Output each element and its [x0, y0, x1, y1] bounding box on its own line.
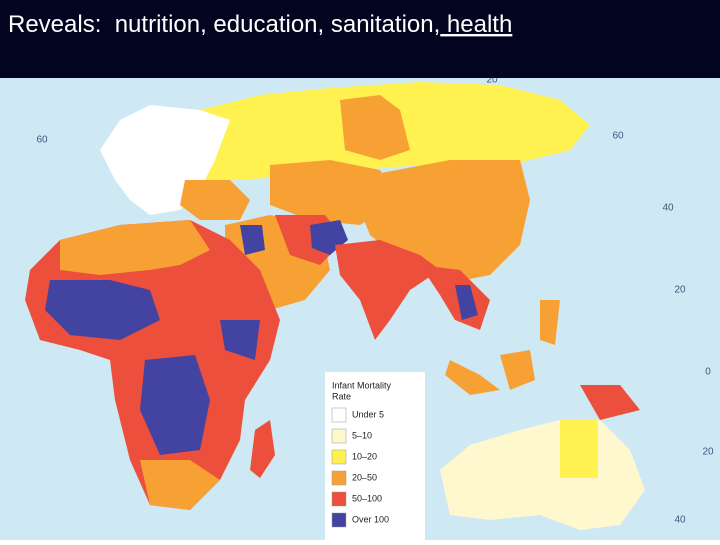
latitude-label: 20	[674, 285, 686, 296]
region	[340, 95, 410, 160]
latitude-label: 20	[486, 75, 498, 86]
legend-title: Infant Mortality	[332, 380, 392, 390]
latitude-label: 20	[702, 447, 714, 458]
legend-label: 5–10	[352, 430, 372, 440]
region	[45, 280, 160, 340]
legend-swatch	[331, 407, 347, 423]
legend-label: 10–20	[352, 451, 377, 461]
legend-swatch	[331, 449, 347, 465]
header: Reveals: nutrition, education, sanitatio…	[0, 0, 720, 78]
legend-label: 20–50	[352, 472, 377, 482]
legend-swatch	[331, 512, 347, 528]
legend-label: 50–100	[352, 493, 382, 503]
header-title: Reveals: nutrition, education, sanitatio…	[8, 11, 440, 38]
legend-items: Under 5 5–10 10–20 20–50 50–100 Over 100	[331, 407, 389, 528]
legend-swatch	[331, 470, 347, 486]
region	[445, 360, 500, 395]
region	[540, 300, 560, 345]
region	[240, 225, 265, 255]
legend-label: Over 100	[352, 514, 389, 524]
latitude-label: 0	[705, 367, 711, 378]
latitude-label: 40	[662, 203, 674, 214]
legend-title: Rate	[332, 391, 351, 401]
region	[60, 220, 210, 275]
region	[580, 385, 640, 420]
region	[455, 285, 478, 320]
region	[250, 420, 275, 478]
legend-swatch	[331, 491, 347, 507]
latitude-label: 60	[36, 135, 48, 146]
latitude-labels: 60 60 40 20 0 20 40 20	[36, 75, 714, 526]
region	[140, 355, 210, 455]
region	[335, 240, 440, 340]
legend: Infant Mortality Rate Under 5 5–10 10–20 20…	[325, 372, 425, 540]
region	[500, 350, 535, 390]
map	[0, 78, 720, 540]
header-bar	[0, 0, 720, 78]
legend-swatch	[331, 428, 347, 444]
header-link[interactable]: health	[440, 11, 512, 38]
region	[220, 320, 260, 360]
header-text: Reveals: nutrition, education, sanitatio…	[8, 11, 512, 38]
legend-label: Under 5	[352, 409, 384, 419]
latitude-label: 60	[612, 131, 624, 142]
region	[140, 460, 220, 510]
region	[180, 180, 250, 220]
region	[560, 420, 598, 478]
latitude-label: 40	[674, 515, 686, 526]
